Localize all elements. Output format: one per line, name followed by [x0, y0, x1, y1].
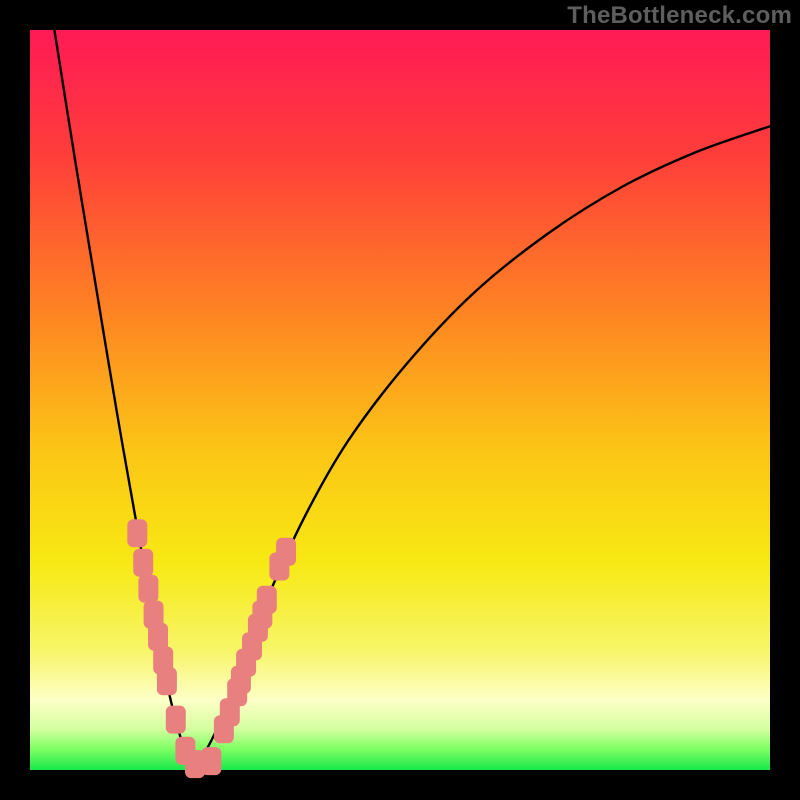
data-bead — [201, 747, 221, 775]
data-bead — [133, 549, 153, 577]
curve-left-branch — [54, 30, 196, 767]
curve-right-branch — [197, 126, 771, 767]
data-bead — [157, 667, 177, 695]
curve-overlay — [0, 0, 800, 800]
chart-canvas: TheBottleneck.com — [0, 0, 800, 800]
data-bead — [276, 538, 296, 566]
data-bead — [257, 586, 277, 614]
watermark-text: TheBottleneck.com — [567, 2, 792, 30]
data-bead — [138, 575, 158, 603]
data-bead — [127, 519, 147, 547]
data-bead — [166, 706, 186, 734]
